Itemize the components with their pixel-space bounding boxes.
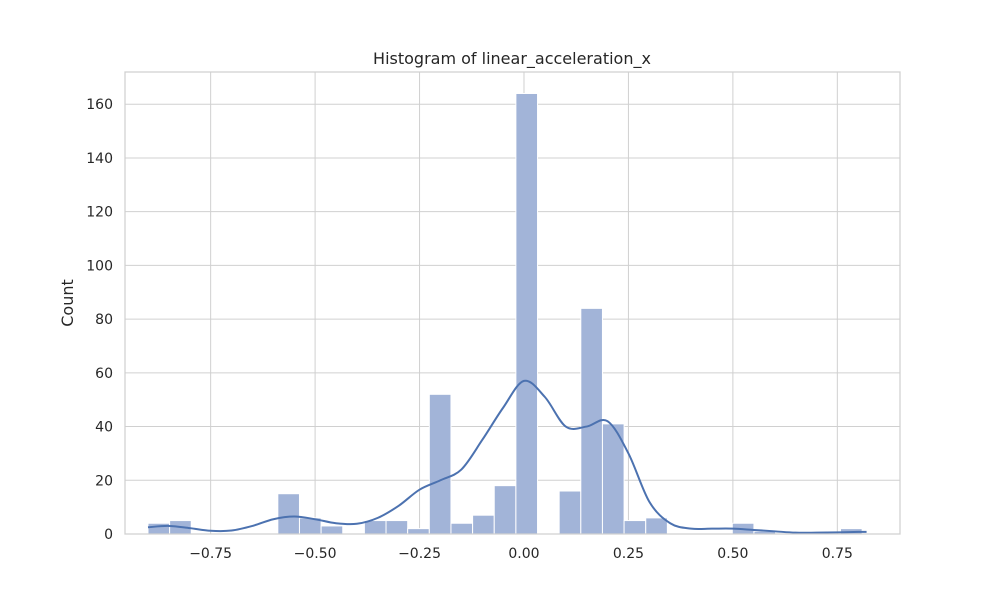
histogram-bar <box>515 92 539 535</box>
y-tick-label: 60 <box>95 366 113 382</box>
y-tick-label: 20 <box>95 473 113 489</box>
chart-title: Histogram of linear_acceleration_x <box>373 49 651 69</box>
x-tick-label: −0.50 <box>294 546 337 562</box>
x-axis-ticks: −0.75 −0.50 −0.25 0.00 0.25 0.50 0.75 <box>189 546 853 562</box>
y-tick-label: 0 <box>104 527 113 543</box>
kde-curve <box>147 379 867 534</box>
x-tick-label: 0.25 <box>613 546 644 562</box>
histogram-bar <box>493 485 517 535</box>
histogram-bar <box>428 393 452 535</box>
x-tick-label: 0.75 <box>822 546 853 562</box>
y-axis-ticks: 0 20 40 60 80 100 120 140 160 <box>86 97 113 543</box>
y-tick-label: 120 <box>86 205 113 221</box>
x-tick-label: 0.00 <box>508 546 539 562</box>
y-tick-label: 160 <box>86 97 113 113</box>
histogram-bar <box>645 517 668 535</box>
histogram-bar <box>277 493 300 535</box>
histogram-bar <box>363 520 387 535</box>
histogram-bar <box>558 490 582 535</box>
histogram-bar <box>407 528 430 535</box>
y-tick-label: 140 <box>86 151 113 167</box>
histogram-bar <box>472 514 495 535</box>
histogram-bar <box>450 522 474 535</box>
x-tick-label: −0.75 <box>189 546 232 562</box>
histogram-bars <box>147 92 863 535</box>
plot-frame <box>124 71 901 535</box>
x-tick-label: 0.50 <box>717 546 748 562</box>
histogram-bar <box>623 520 647 535</box>
y-axis-label: Count <box>58 279 77 327</box>
x-tick-label: −0.25 <box>398 546 441 562</box>
histogram-bar <box>385 520 409 535</box>
grid-lines <box>125 72 900 535</box>
histogram-bar <box>320 525 344 535</box>
y-tick-label: 100 <box>86 258 113 274</box>
histogram-bar <box>147 522 171 535</box>
y-tick-label: 40 <box>95 420 113 436</box>
y-tick-label: 80 <box>95 312 113 328</box>
